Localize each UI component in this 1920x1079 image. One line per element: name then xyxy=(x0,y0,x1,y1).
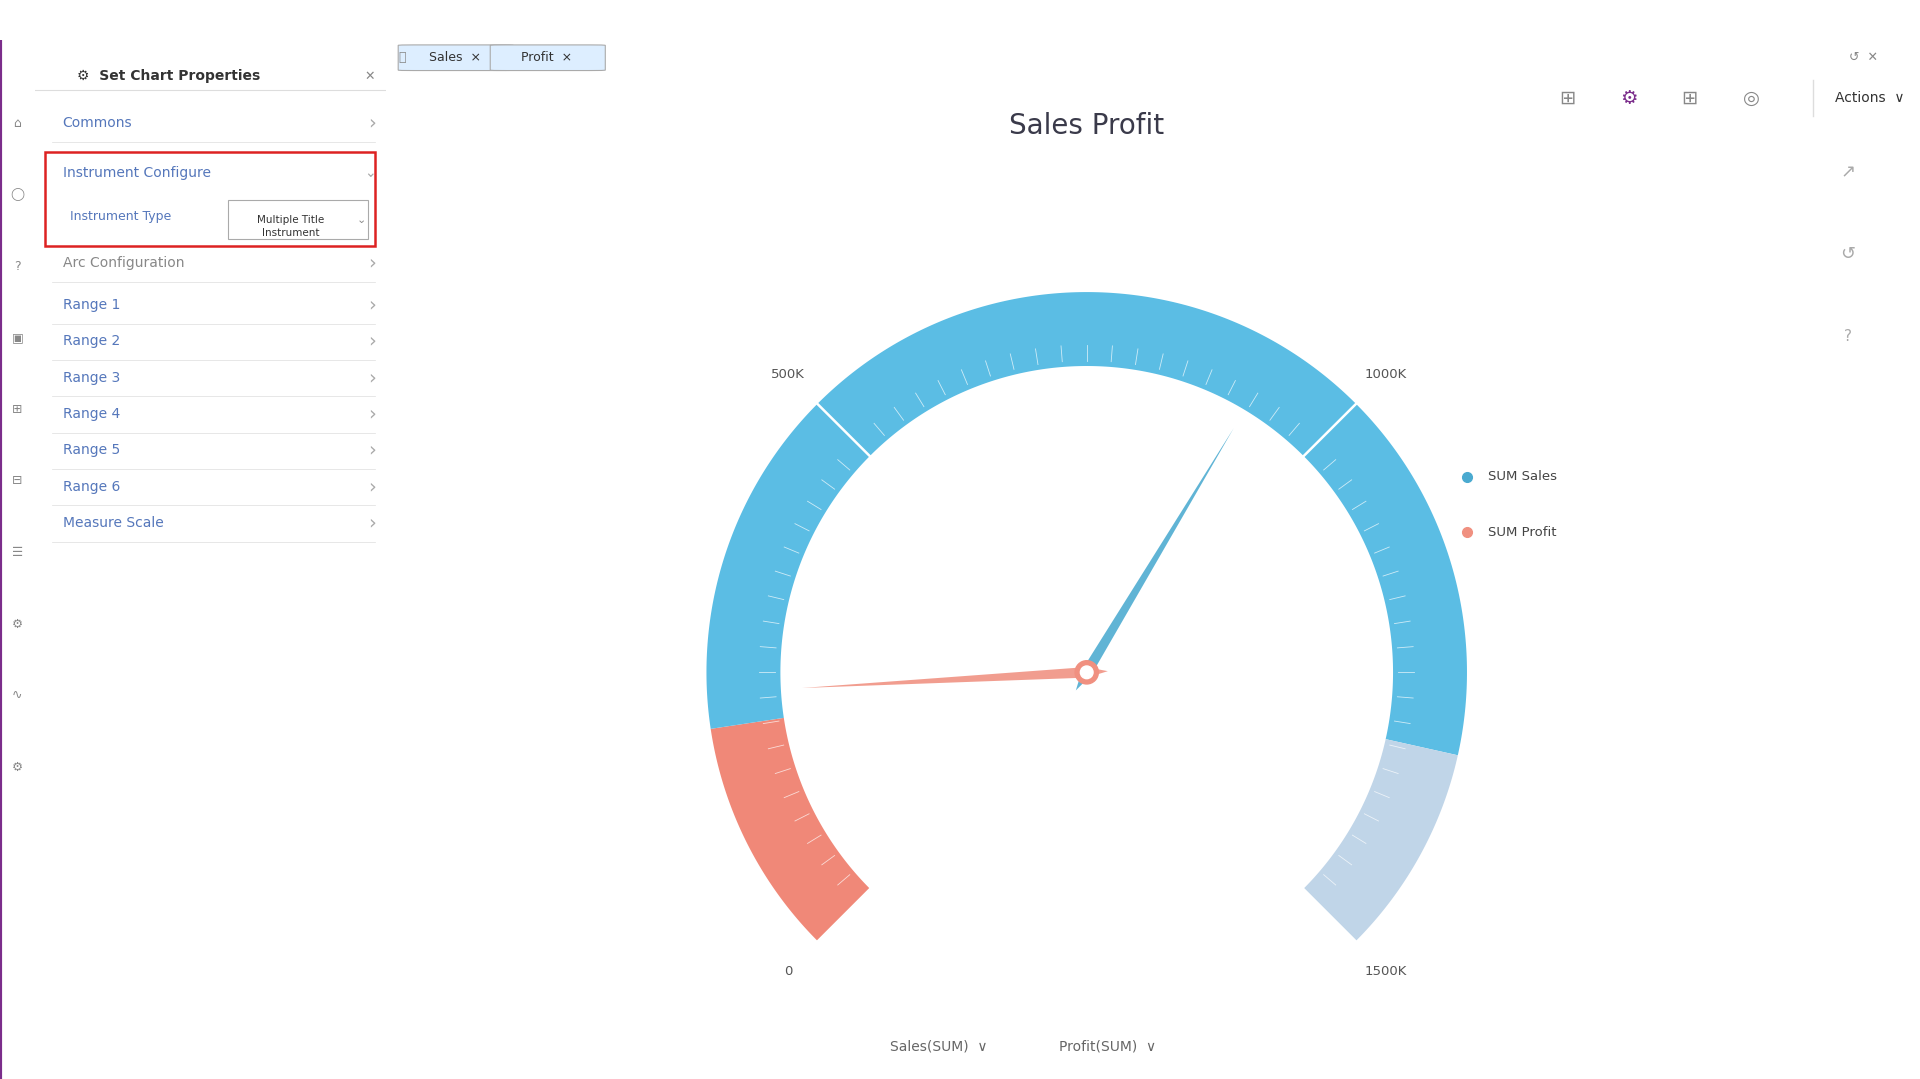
Text: ⚙: ⚙ xyxy=(12,761,23,774)
Text: Range 4: Range 4 xyxy=(63,407,119,421)
Text: 1000K: 1000K xyxy=(1365,368,1407,381)
Text: Range 2: Range 2 xyxy=(63,334,119,349)
Text: ⌄: ⌄ xyxy=(357,215,367,224)
Text: ⊞: ⊞ xyxy=(1682,88,1697,108)
Text: 0: 0 xyxy=(783,965,793,978)
Text: ›: › xyxy=(367,331,376,351)
Text: Instrument: Instrument xyxy=(263,228,321,238)
Text: ?: ? xyxy=(1843,328,1853,343)
Polygon shape xyxy=(1304,739,1457,941)
Text: ›: › xyxy=(367,477,376,496)
Circle shape xyxy=(1075,660,1098,684)
Text: ✕: ✕ xyxy=(365,70,376,83)
Text: ⊙ DataFocus ♥: ⊙ DataFocus ♥ xyxy=(1809,13,1905,27)
Text: ☰: ☰ xyxy=(12,546,23,559)
Text: ›: › xyxy=(367,296,376,314)
Text: Help: Help xyxy=(1751,13,1782,27)
Circle shape xyxy=(1081,666,1092,679)
Text: ⚙  Set Chart Properties: ⚙ Set Chart Properties xyxy=(77,69,259,83)
Text: Range 5: Range 5 xyxy=(63,443,119,457)
Text: ›: › xyxy=(367,113,376,133)
Text: ↺: ↺ xyxy=(1841,245,1855,263)
Text: ⊟: ⊟ xyxy=(12,475,23,488)
Text: 500K: 500K xyxy=(770,368,804,381)
Text: ⊞: ⊞ xyxy=(1559,88,1574,108)
Text: ↺  ✕: ↺ ✕ xyxy=(1849,51,1878,65)
Text: SUM Sales: SUM Sales xyxy=(1488,470,1557,483)
Text: ⌄: ⌄ xyxy=(363,166,376,180)
Text: Range 1: Range 1 xyxy=(63,298,121,312)
Text: Range 6: Range 6 xyxy=(63,480,121,494)
Text: ↗: ↗ xyxy=(1841,163,1855,181)
FancyBboxPatch shape xyxy=(228,200,369,240)
Text: ◀▌ FOCUS: ◀▌ FOCUS xyxy=(25,11,127,29)
FancyBboxPatch shape xyxy=(44,152,376,246)
Polygon shape xyxy=(707,292,1467,755)
Text: ›: › xyxy=(367,514,376,533)
Text: ⊕: ⊕ xyxy=(171,13,182,27)
Text: ⌂: ⌂ xyxy=(13,117,21,129)
Text: ?: ? xyxy=(13,260,21,273)
Text: ›: › xyxy=(367,368,376,387)
Text: Instrument Configure: Instrument Configure xyxy=(63,166,211,180)
Text: ›: › xyxy=(367,254,376,273)
Text: Multiple Title: Multiple Title xyxy=(257,215,324,224)
FancyBboxPatch shape xyxy=(490,45,605,70)
Text: SUM Profit: SUM Profit xyxy=(1488,525,1557,538)
Text: Sales  ×: Sales × xyxy=(428,51,480,65)
Polygon shape xyxy=(710,718,870,941)
Text: ⊞: ⊞ xyxy=(12,402,23,415)
Text: Actions  ∨: Actions ∨ xyxy=(1836,92,1905,105)
Text: Sales Profit: Sales Profit xyxy=(1010,112,1164,140)
Text: ∿: ∿ xyxy=(12,689,23,702)
Text: ◯: ◯ xyxy=(10,188,25,201)
Text: Instrument Type: Instrument Type xyxy=(69,210,171,223)
Text: ›: › xyxy=(367,405,376,423)
Text: ◎: ◎ xyxy=(1743,88,1761,108)
Text: 1500K: 1500K xyxy=(1365,965,1407,978)
Text: Commons: Commons xyxy=(63,117,132,131)
Polygon shape xyxy=(803,667,1108,688)
Text: Measure Scale: Measure Scale xyxy=(63,516,163,530)
Text: ▣: ▣ xyxy=(12,331,23,344)
Text: Arc Configuration: Arc Configuration xyxy=(63,257,184,271)
Text: Range 3: Range 3 xyxy=(63,370,119,384)
Text: ⚙: ⚙ xyxy=(12,617,23,630)
Text: ›: › xyxy=(367,441,376,460)
FancyBboxPatch shape xyxy=(397,45,513,70)
Text: Profit  ×: Profit × xyxy=(522,51,572,65)
Text: Profit(SUM)  ∨: Profit(SUM) ∨ xyxy=(1060,1040,1156,1054)
Polygon shape xyxy=(1075,428,1235,691)
Text: 🔍: 🔍 xyxy=(397,51,405,65)
Text: ⚙: ⚙ xyxy=(1620,88,1638,108)
Text: Sales(SUM)  ∨: Sales(SUM) ∨ xyxy=(891,1040,987,1054)
